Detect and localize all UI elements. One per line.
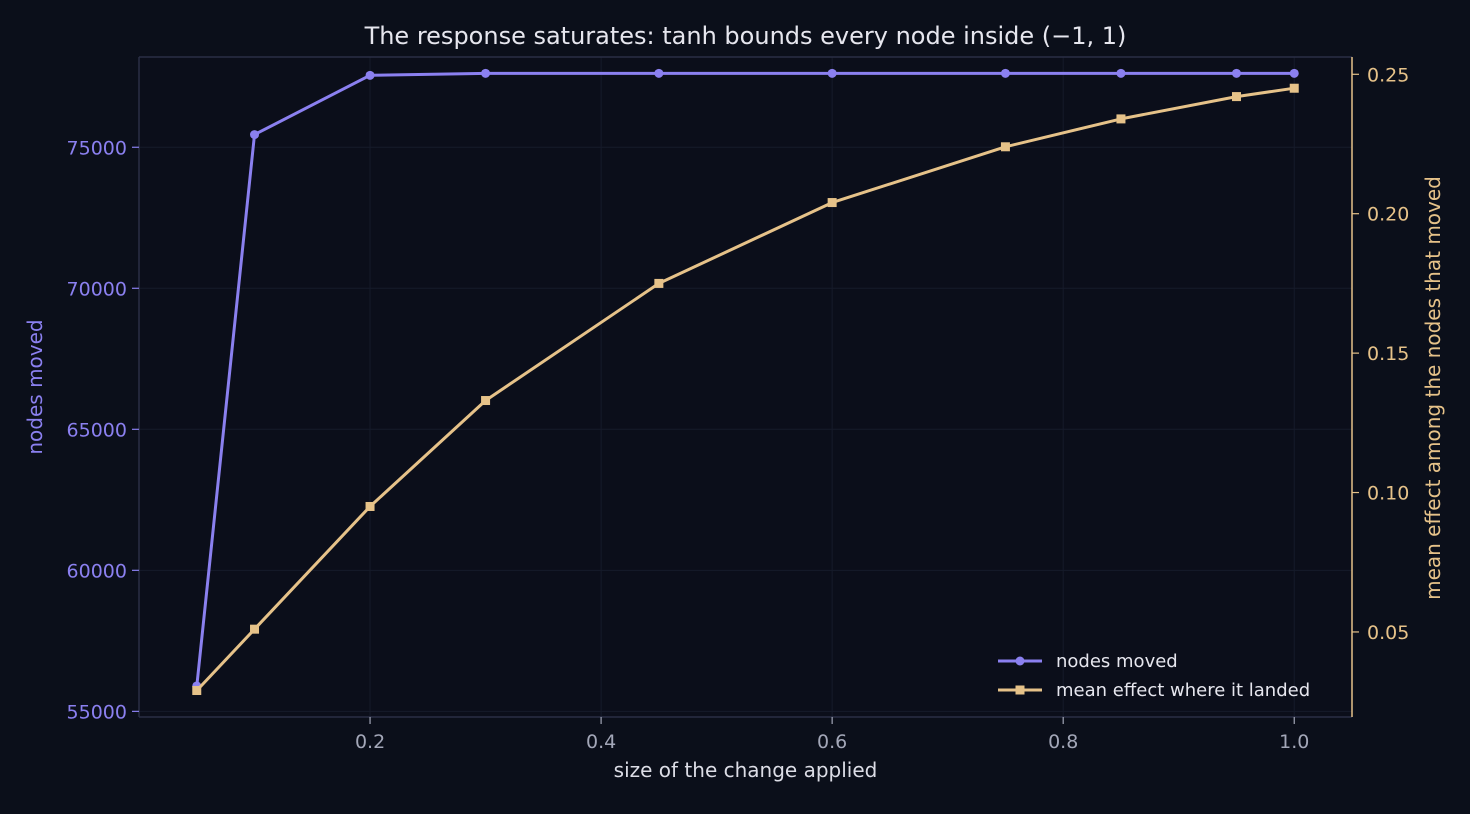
legend-entry: nodes moved <box>998 651 1178 672</box>
series-left <box>192 68 1299 691</box>
data-point <box>654 278 664 288</box>
y-left-tick-label: 70000 <box>67 278 127 300</box>
series-line <box>195 71 1295 687</box>
y-right-tick-label: 0.25 <box>1367 64 1409 86</box>
legend-entry: mean effect where it landed <box>998 680 1310 701</box>
y-axis-left-label: nodes moved <box>23 319 47 454</box>
axes-layer: 0.2 0.4 0.6 0.8 1.0 55000 60000 65000 70000 75000… <box>67 56 1409 753</box>
y-axis-right-label: mean effect among the nodes that moved <box>1421 176 1445 600</box>
y-right-tick-label: 0.20 <box>1367 204 1409 226</box>
data-point <box>827 198 837 208</box>
data-point <box>250 624 260 634</box>
data-point <box>1116 68 1126 78</box>
data-point <box>1231 68 1241 78</box>
data-point <box>250 130 260 140</box>
x-tick-label: 0.8 <box>1048 731 1078 753</box>
y-left-tick-label: 60000 <box>67 560 127 582</box>
data-point <box>365 70 375 80</box>
legend-label: mean effect where it landed <box>1056 680 1310 701</box>
grid-lines <box>139 57 1352 717</box>
y-left-tick-label: 55000 <box>67 701 127 723</box>
data-point <box>1000 142 1010 152</box>
data-point <box>654 68 664 78</box>
data-point <box>827 68 837 78</box>
x-axis-label: size of the change applied <box>614 758 878 782</box>
data-point <box>481 68 491 78</box>
series-line <box>195 86 1295 692</box>
y-left-tick-label: 65000 <box>67 419 127 441</box>
data-point <box>365 501 375 511</box>
chart-title: The response saturates: tanh bounds ever… <box>364 22 1127 50</box>
legend: nodes moved mean effect where it landed <box>998 651 1310 701</box>
y-right-tick-label: 0.10 <box>1367 483 1409 505</box>
data-point <box>1231 92 1241 102</box>
x-tick-label: 0.2 <box>355 731 385 753</box>
x-tick-label: 0.4 <box>586 731 616 753</box>
y-right-tick-label: 0.05 <box>1367 622 1409 644</box>
x-tick-label: 0.6 <box>817 731 847 753</box>
series-right <box>192 83 1299 696</box>
legend-marker <box>1015 656 1025 666</box>
data-point <box>192 686 202 696</box>
y-right-tick-label: 0.15 <box>1367 343 1409 365</box>
data-point <box>1289 68 1299 78</box>
data-point <box>1000 68 1010 78</box>
series-layer <box>192 68 1299 696</box>
y-left-tick-label: 75000 <box>67 137 127 159</box>
data-point <box>481 396 491 406</box>
legend-label: nodes moved <box>1056 651 1178 672</box>
plot-area <box>139 57 1352 717</box>
x-tick-label: 1.0 <box>1279 731 1309 753</box>
data-point <box>1116 114 1126 124</box>
legend-marker <box>1015 685 1025 695</box>
data-point <box>1289 83 1299 93</box>
